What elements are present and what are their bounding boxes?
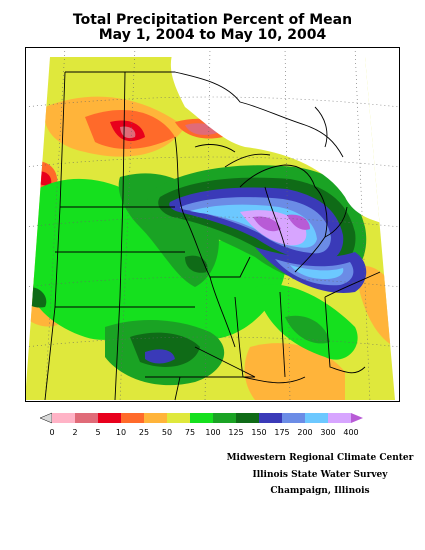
precipitation-map <box>25 47 400 402</box>
color-legend: 0 2 5 10 25 50 75 100 125 150 175 200 300 400 <box>40 412 363 437</box>
state-boundaries <box>44 71 381 401</box>
legend-swatch <box>328 413 351 423</box>
legend-swatches <box>40 412 363 424</box>
legend-swatch <box>144 413 167 423</box>
legend-label: 300 <box>320 428 335 437</box>
legend-swatch <box>52 413 75 423</box>
legend-swatch <box>98 413 121 423</box>
legend-swatch-above-max <box>351 413 363 423</box>
map-title-line1: Total Precipitation Percent of Mean <box>72 12 353 28</box>
legend-label: 400 <box>343 428 358 437</box>
legend-swatch <box>259 413 282 423</box>
legend-swatch <box>121 413 144 423</box>
credit-line2: Illinois State Water Survey <box>252 470 388 480</box>
legend-label: 25 <box>139 428 149 437</box>
credit-line3: Champaign, Illinois <box>270 486 370 496</box>
legend-label: 100 <box>205 428 220 437</box>
legend-labels: 0 2 5 10 25 50 75 100 125 150 175 200 300 400 <box>49 428 358 437</box>
legend-label: 2 <box>72 428 77 437</box>
legend-label: 10 <box>116 428 126 437</box>
legend-label: 125 <box>228 428 243 437</box>
map-title-line2: May 1, 2004 to May 10, 2004 <box>98 27 327 43</box>
legend-label: 150 <box>251 428 266 437</box>
map-frame <box>25 47 400 402</box>
legend-swatch <box>305 413 328 423</box>
legend-swatch <box>75 413 98 423</box>
legend-swatch-below-min <box>40 412 53 424</box>
legend-label: 200 <box>297 428 312 437</box>
legend-label: 50 <box>162 428 172 437</box>
legend-swatch <box>282 413 305 423</box>
legend-label: 5 <box>95 428 100 437</box>
legend-label: 75 <box>185 428 195 437</box>
legend-swatch <box>167 413 190 423</box>
legend-swatch <box>190 413 213 423</box>
credit-line1: Midwestern Regional Climate Center <box>226 453 414 463</box>
precip-contours <box>25 57 395 400</box>
legend-label: 0 <box>49 428 54 437</box>
legend-swatch <box>213 413 236 423</box>
legend-swatch <box>236 413 259 423</box>
legend-label: 175 <box>274 428 289 437</box>
graticule <box>25 47 400 402</box>
